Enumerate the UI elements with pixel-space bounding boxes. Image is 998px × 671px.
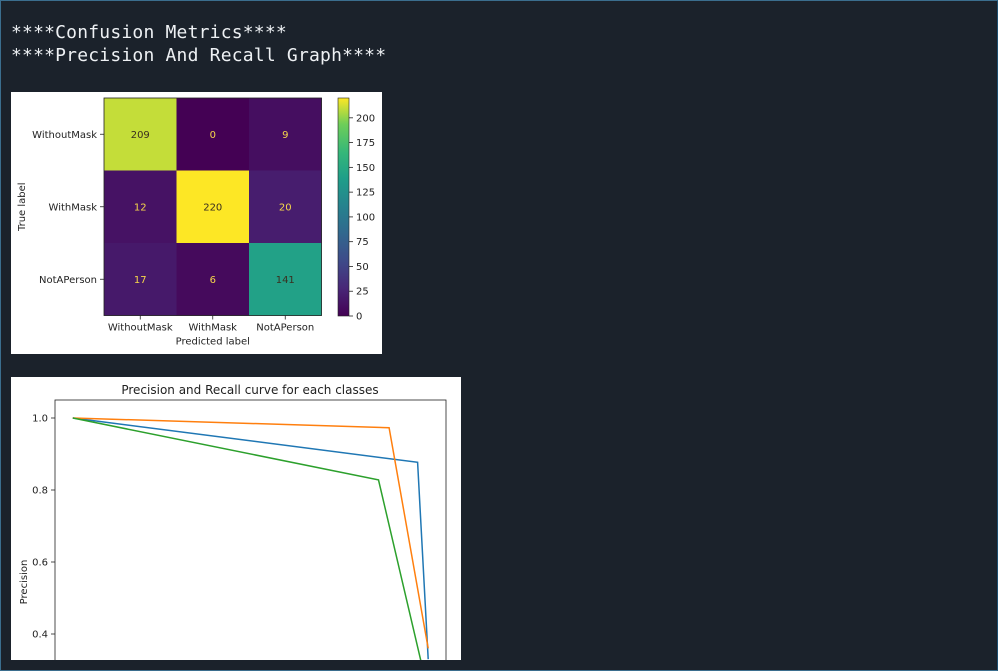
colorbar-tick-label: 150 bbox=[356, 163, 375, 174]
matrix-cell bbox=[104, 98, 177, 171]
x-tick-label: NotAPerson bbox=[256, 323, 314, 334]
cell-value-label: 20 bbox=[279, 202, 292, 213]
colorbar-tick-label: 25 bbox=[356, 287, 369, 298]
matrix-cell bbox=[104, 243, 177, 316]
colorbar-tick-label: 125 bbox=[356, 188, 375, 199]
colorbar-tick-label: 175 bbox=[356, 138, 375, 149]
colorbar-tick-label: 100 bbox=[356, 212, 375, 223]
cell-value-label: 6 bbox=[210, 275, 216, 286]
y-tick-label: 0.6 bbox=[32, 558, 48, 569]
series-line-class-1 bbox=[72, 417, 429, 649]
matrix-cell bbox=[176, 98, 250, 171]
plot-area bbox=[54, 399, 447, 660]
colorbar-tick-label: 0 bbox=[356, 312, 362, 323]
chart-title: Precision and Recall curve for each clas… bbox=[121, 383, 378, 397]
cell-value-label: 0 bbox=[210, 130, 216, 141]
cell-value-label: 220 bbox=[203, 202, 222, 213]
matrix-cell bbox=[249, 243, 322, 316]
cell-value-label: 141 bbox=[276, 275, 295, 286]
x-tick-label: WithoutMask bbox=[108, 323, 173, 334]
cell-value-label: 17 bbox=[134, 275, 147, 286]
matrix-cell bbox=[249, 98, 322, 171]
cell-value-label: 209 bbox=[131, 130, 150, 141]
cell-value-label: 9 bbox=[282, 130, 288, 141]
y-tick-label: NotAPerson bbox=[39, 275, 97, 286]
series-line-class-0 bbox=[72, 417, 429, 660]
y-axis-label: True label bbox=[17, 182, 28, 232]
matrix-cell bbox=[176, 170, 250, 244]
cell-value-label: 12 bbox=[134, 202, 147, 213]
y-tick-label: 0.4 bbox=[32, 630, 48, 641]
x-axis-label: Predicted label bbox=[176, 337, 250, 348]
confusion-matrix-figure: 209 0 9 12 220 20 17 6 141 WithoutMask WithMask No… bbox=[11, 92, 382, 354]
y-tick-label: 0.8 bbox=[32, 486, 48, 497]
y-axis-label: Precision bbox=[19, 560, 30, 605]
confusion-matrix-chart: 209 0 9 12 220 20 17 6 141 WithoutMask WithMask No… bbox=[17, 97, 375, 348]
y-tick-label: 1.0 bbox=[32, 414, 48, 425]
matrix-cell bbox=[176, 243, 250, 316]
precision-recall-figure: Precision and Recall curve for each clas… bbox=[11, 377, 461, 660]
x-tick-label: WithMask bbox=[189, 323, 238, 334]
matrix-cell bbox=[249, 170, 322, 244]
precision-recall-heading: ****Precision And Recall Graph**** bbox=[11, 45, 387, 66]
colorbar-tick-label: 75 bbox=[356, 237, 369, 248]
colorbar-tick-label: 50 bbox=[356, 262, 369, 273]
y-tick-label: WithMask bbox=[49, 202, 98, 213]
colorbar bbox=[337, 97, 350, 317]
colorbar-tick-label: 200 bbox=[356, 113, 375, 124]
series-line-class-2 bbox=[72, 417, 422, 660]
confusion-metrics-heading: ****Confusion Metrics**** bbox=[11, 22, 287, 43]
y-tick-label: WithoutMask bbox=[32, 130, 97, 141]
matrix-cell bbox=[104, 170, 177, 244]
precision-recall-chart: Precision and Recall curve for each clas… bbox=[19, 383, 447, 660]
